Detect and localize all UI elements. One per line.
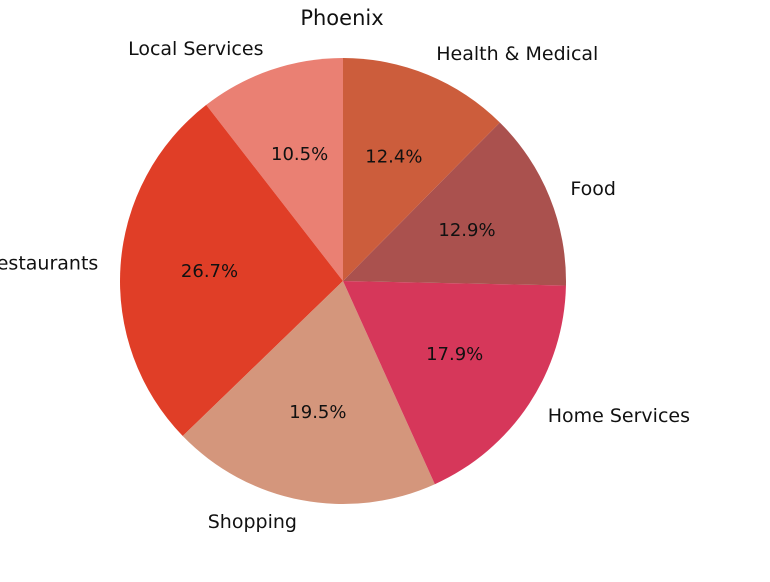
slice-label-local-services: Local Services: [128, 38, 263, 60]
slice-percent-local-services: 10.5%: [271, 144, 328, 165]
pie-slice-health-and-medical: [343, 58, 500, 281]
pie-slice-home-services: [343, 281, 566, 485]
pie-slice-shopping: [182, 281, 435, 504]
slice-percent-home-services: 17.9%: [426, 344, 483, 365]
slice-percent-shopping: 19.5%: [289, 402, 346, 423]
pie-labels: Local Services 10.5% Restaurants 26.7% Shopp…: [0, 38, 690, 533]
pie-slice-food: [343, 122, 566, 286]
slice-label-health-and-medical: Health & Medical: [436, 43, 598, 65]
slice-label-home-services: Home Services: [548, 405, 690, 427]
slice-percent-health-and-medical: 12.4%: [365, 147, 422, 168]
chart-title: Phoenix: [300, 6, 383, 30]
pie-slice-restaurants: [120, 104, 344, 437]
slice-percent-restaurants: 26.7%: [181, 261, 238, 282]
slice-percent-food: 12.9%: [438, 220, 495, 241]
slice-label-restaurants: Restaurants: [0, 253, 98, 275]
slice-label-food: Food: [570, 178, 616, 200]
pie-slice-local-services: [206, 58, 343, 281]
pie-slices: [120, 58, 566, 504]
slice-label-shopping: Shopping: [208, 511, 297, 533]
